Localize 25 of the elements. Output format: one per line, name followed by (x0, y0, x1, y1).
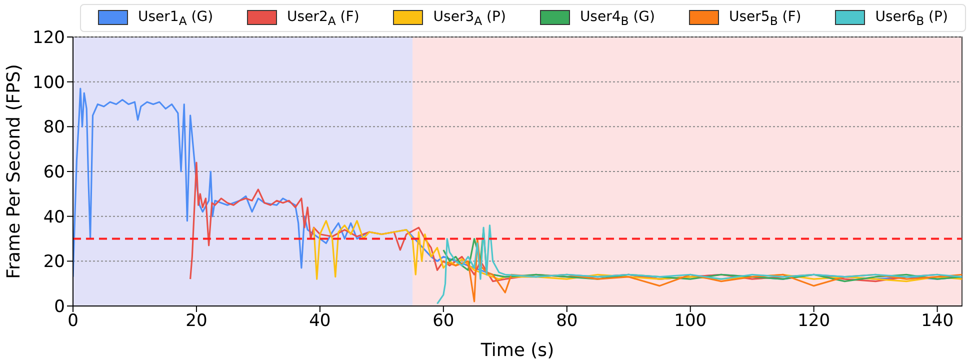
y-tick-label: 60 (43, 162, 65, 183)
y-tick-label: 80 (43, 118, 65, 138)
y-tick-label: 120 (32, 28, 65, 48)
x-tick-label: 140 (921, 311, 954, 332)
line-series (312, 220, 962, 282)
x-axis-title: Time (s) (480, 340, 554, 361)
x-tick-label: 60 (432, 311, 454, 332)
y-tick-label: 40 (43, 207, 65, 228)
legend-label: User4$_{B}$ (G) (580, 8, 655, 28)
x-tick-label: 80 (556, 311, 578, 332)
x-tick-label: 40 (309, 311, 331, 332)
y-axis-title: Frame Per Second (FPS) (3, 64, 24, 279)
legend-label: User5$_{B}$ (F) (729, 8, 802, 28)
line-series (436, 224, 962, 305)
legend-label: User1$_{A}$ (G) (138, 8, 214, 28)
x-tick-label: 20 (186, 311, 208, 332)
legend-label: User2$_{A}$ (F) (287, 8, 360, 28)
legend-label: User6$_{B}$ (P) (875, 8, 948, 28)
y-tick-label: 0 (54, 297, 65, 318)
legend-label: User3$_{A}$ (P) (433, 8, 506, 28)
x-tick-label: 0 (68, 311, 78, 332)
y-tick-label: 20 (43, 252, 65, 272)
x-tick-label: 100 (674, 311, 707, 332)
y-tick-label: 100 (32, 72, 65, 93)
x-tick-label: 120 (798, 311, 830, 332)
